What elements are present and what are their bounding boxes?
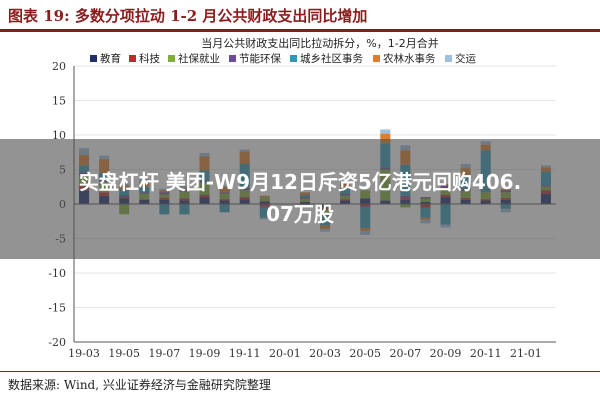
legend-swatch-0 [90, 55, 97, 62]
legend-swatch-2 [168, 55, 175, 62]
x-tick-labels: 19-03 19-05 19-07 19-09 19-11 20-01 20-03 20-05… [68, 347, 542, 360]
legend-label-3: 节能环保 [239, 52, 281, 65]
x-tick-9: 20-09 [430, 347, 462, 360]
legend-label-6: 交运 [455, 52, 476, 65]
chart-legend: 教育 科技 社保就业 节能环保 城乡社区事务 农林水事务 交运 [90, 52, 476, 65]
legend-swatch-1 [129, 55, 136, 62]
footer-rule [0, 371, 600, 372]
overlay-headline-line-2: 07万股 [266, 202, 334, 226]
chart-title: 当月公共财政支出同比拉动拆分，%，1-2月合并 [201, 36, 438, 50]
legend-label-1: 科技 [139, 52, 160, 65]
y-tick-1: -15 [48, 302, 66, 315]
x-tick-7: 20-05 [349, 347, 381, 360]
legend-swatch-4 [290, 55, 297, 62]
legend-swatch-6 [445, 55, 452, 62]
legend-swatch-5 [373, 55, 380, 62]
x-tick-5: 20-01 [269, 347, 301, 360]
x-tick-10: 20-11 [470, 347, 502, 360]
overlay-headline-line-1: 实盘杠杆 美团-W9月12日斥资5亿港元回购406. [78, 170, 522, 194]
news-overlay-banner: 实盘杠杆 美团-W9月12日斥资5亿港元回购406. 07万股 [0, 139, 600, 259]
x-tick-1: 19-05 [108, 347, 140, 360]
overlay-headline: 实盘杠杆 美团-W9月12日斥资5亿港元回购406. 07万股 [0, 166, 600, 230]
y-tick-8: 20 [52, 60, 66, 73]
data-source: 数据来源: Wind, 兴业证券经济与金融研究院整理 [8, 378, 271, 392]
legend-label-4: 城乡社区事务 [300, 52, 363, 65]
header-rule [0, 29, 600, 32]
legend-label-2: 社保就业 [178, 52, 220, 65]
legend-label-0: 教育 [100, 52, 121, 65]
x-tick-8: 20-07 [390, 347, 422, 360]
bar-20-06-s5 [380, 133, 391, 144]
x-tick-6: 20-03 [309, 347, 341, 360]
figure-title: 图表 19: 多数分项拉动 1-2 月公共财政支出同比增加 [8, 7, 368, 25]
legend-label-5: 农林水事务 [383, 52, 436, 65]
x-tick-11: 21-01 [510, 347, 542, 360]
y-tick-7: 15 [52, 95, 66, 108]
report-header: 图表 19: 多数分项拉动 1-2 月公共财政支出同比增加 [0, 0, 600, 32]
x-tick-2: 19-07 [149, 347, 181, 360]
x-tick-4: 19-11 [229, 347, 261, 360]
y-tick-6: 10 [52, 129, 66, 142]
y-tick-0: -20 [48, 336, 66, 349]
y-tick-2: -10 [48, 267, 66, 280]
x-tick-3: 19-09 [189, 347, 221, 360]
bar-20-06-s6 [380, 129, 391, 134]
x-tick-0: 19-03 [68, 347, 100, 360]
legend-swatch-3 [229, 55, 236, 62]
